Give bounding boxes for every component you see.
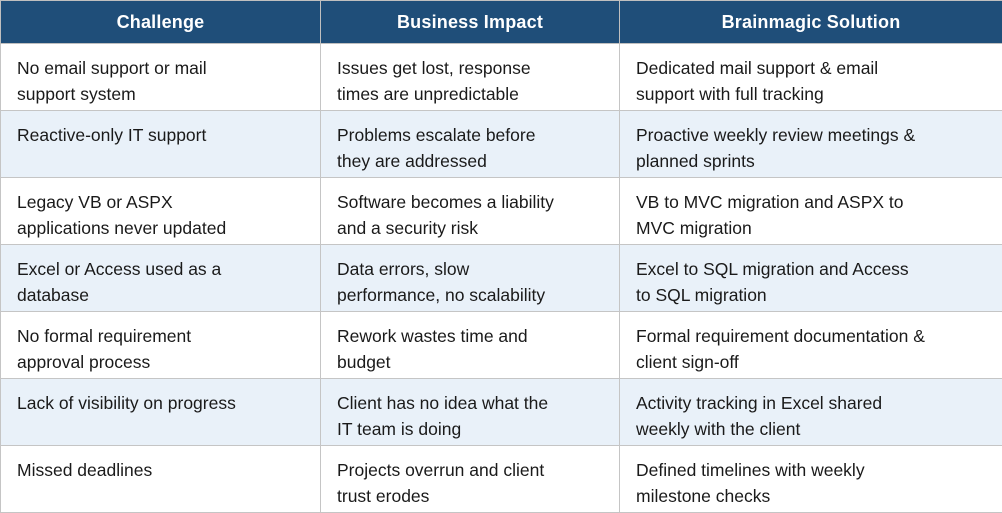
column-header-business-impact: Business Impact [321, 1, 620, 44]
cell-solution-4: Excel to SQL migration and Access to SQL… [620, 245, 1002, 312]
cell-challenge-6: Lack of visibility on progress [1, 379, 321, 446]
cell-solution-3: VB to MVC migration and ASPX to MVC migr… [620, 178, 1002, 245]
cell-impact-2: Problems escalate before they are addres… [321, 111, 620, 178]
cell-impact-7: Projects overrun and client trust erodes [321, 446, 620, 513]
table-row: Lack of visibility on progress Client ha… [1, 379, 1002, 446]
table-row: Excel or Access used as a database Data … [1, 245, 1002, 312]
table-row: No email support or mail support system … [1, 44, 1002, 111]
table-row: Legacy VB or ASPX applications never upd… [1, 178, 1002, 245]
cell-solution-5: Formal requirement documentation & clien… [620, 312, 1002, 379]
header-row: Challenge Business Impact Brainmagic Sol… [1, 1, 1002, 44]
cell-challenge-4: Excel or Access used as a database [1, 245, 321, 312]
cell-impact-6: Client has no idea what the IT team is d… [321, 379, 620, 446]
cell-challenge-3: Legacy VB or ASPX applications never upd… [1, 178, 321, 245]
column-header-brainmagic-solution: Brainmagic Solution [620, 1, 1002, 44]
cell-solution-7: Defined timelines with weekly milestone … [620, 446, 1002, 513]
column-header-challenge: Challenge [1, 1, 321, 44]
cell-challenge-5: No formal requirement approval process [1, 312, 321, 379]
cell-impact-4: Data errors, slow performance, no scalab… [321, 245, 620, 312]
cell-challenge-7: Missed deadlines [1, 446, 321, 513]
cell-solution-2: Proactive weekly review meetings & plann… [620, 111, 1002, 178]
cell-solution-6: Activity tracking in Excel shared weekly… [620, 379, 1002, 446]
cell-impact-3: Software becomes a liability and a secur… [321, 178, 620, 245]
cell-impact-1: Issues get lost, response times are unpr… [321, 44, 620, 111]
cell-challenge-1: No email support or mail support system [1, 44, 321, 111]
table-row: Missed deadlines Projects overrun and cl… [1, 446, 1002, 513]
cell-impact-5: Rework wastes time and budget [321, 312, 620, 379]
table-row: No formal requirement approval process R… [1, 312, 1002, 379]
cell-challenge-2: Reactive-only IT support [1, 111, 321, 178]
cell-solution-1: Dedicated mail support & email support w… [620, 44, 1002, 111]
table-row: Reactive-only IT support Problems escala… [1, 111, 1002, 178]
